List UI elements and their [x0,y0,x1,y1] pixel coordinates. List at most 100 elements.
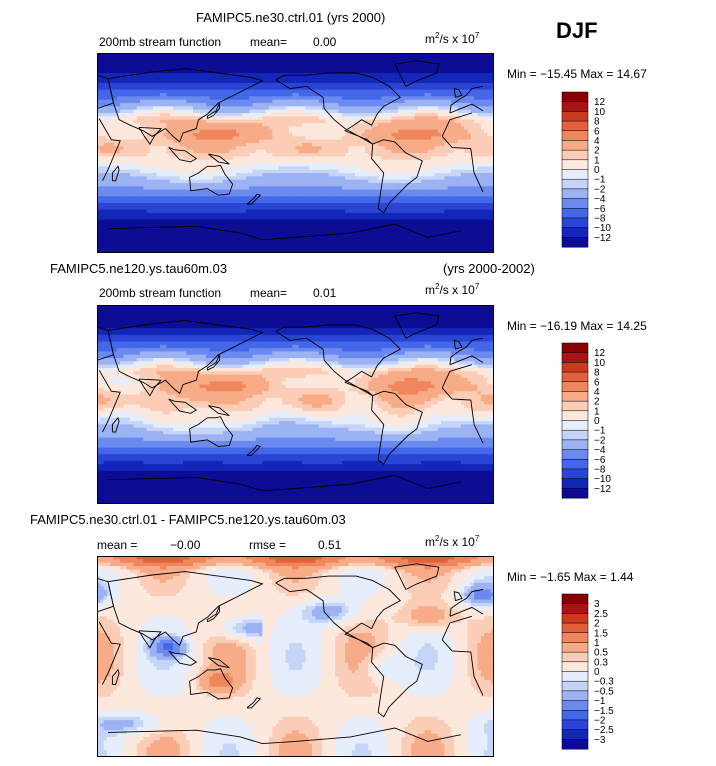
field-cell [464,86,469,91]
field-cell [183,176,187,181]
field-cell [242,146,247,151]
field-cell [159,103,164,107]
field-cell [212,146,217,151]
field-cell [226,109,230,114]
field-cell [149,116,154,121]
field-cell [176,149,181,154]
field-cell [136,56,141,61]
field-cell [249,133,254,137]
field-cell [199,119,204,124]
field-cell [249,123,254,127]
field-cell [384,143,389,147]
field-cell [401,143,406,147]
field-cell [484,179,488,184]
field-cell [288,139,293,144]
field-cell [411,103,416,107]
field-cell [285,116,290,121]
field-cell [407,166,412,171]
field-cell [407,173,412,177]
field-cell [484,56,488,61]
field-cell [229,109,234,114]
field-cell [249,109,254,114]
field-cell [487,136,492,141]
field-cell [140,86,144,91]
field-cell [351,133,356,137]
field-cell [222,59,227,64]
field-cell [106,83,111,87]
field-cell [116,163,121,167]
field-cell [474,69,479,74]
field-cell [159,183,164,187]
field-cell [417,103,422,107]
field-cell [169,56,174,61]
field-cell [156,153,161,157]
field-cell [176,189,181,194]
field-cell [335,139,340,144]
field-cell [378,53,383,57]
field-cell [272,79,277,84]
field-cell [103,86,108,91]
field-cell [272,126,277,131]
field-cell [176,169,181,174]
field-cell [285,126,290,131]
field-cell [278,189,283,194]
field-cell [411,76,416,81]
field-cell [265,89,270,94]
field-cell [361,119,366,124]
field-cell [202,176,207,181]
field-cell [110,73,115,77]
field-cell [116,113,121,117]
field-cell [176,133,181,137]
field-cell [447,76,452,81]
field-cell [199,146,204,151]
field-cell [315,173,320,177]
field-cell [163,99,168,104]
field-cell [176,93,181,97]
field-cell [219,73,224,77]
field-cell [146,113,151,117]
field-cell [235,176,240,181]
field-cell [136,53,141,57]
field-cell [487,96,492,101]
field-cell [351,153,356,157]
field-cell [404,103,409,107]
field-cell [186,63,191,67]
field-cell [407,116,412,121]
field-cell [474,153,479,157]
field-cell [262,129,267,134]
field-cell [192,189,197,194]
field-cell [269,139,273,144]
field-cell [358,179,363,184]
field-cell [312,116,316,121]
field-cell [275,116,280,121]
field-cell [464,143,469,147]
field-cell [345,149,350,154]
field-cell [388,103,393,107]
field-cell [437,76,442,81]
field-cell [302,89,307,94]
field-cell [331,69,336,74]
field-cell [97,183,101,187]
field-cell [467,179,472,184]
field-cell [232,59,237,64]
field-cell [348,136,353,141]
field-cell [146,129,151,134]
field-cell [116,63,121,67]
field-cell [146,79,151,84]
field-cell [487,69,492,74]
field-cell [295,99,300,104]
field-cell [427,183,432,187]
field-cell [133,159,138,164]
field-cell [295,133,300,137]
field-cell [490,76,494,81]
field-cell [275,169,280,174]
field-cell [106,146,111,151]
field-cell [484,169,488,174]
field-cell [338,136,343,141]
field-cell [140,146,144,151]
field-cell [143,113,148,117]
field-cell [245,106,250,111]
field-cell [414,113,419,117]
field-cell [272,106,277,111]
field-cell [249,169,254,174]
